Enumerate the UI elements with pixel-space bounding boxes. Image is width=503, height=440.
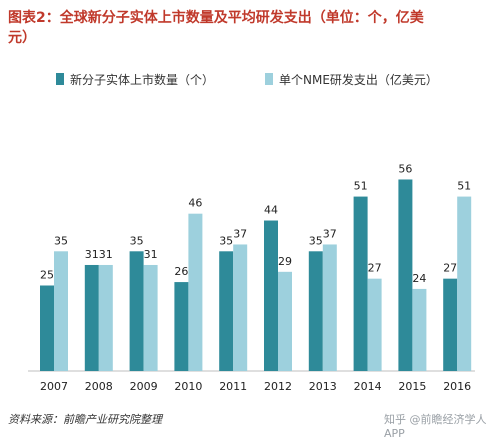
data-label-series-2-2010: 46 xyxy=(188,197,202,210)
data-label-series-1-2007: 25 xyxy=(40,269,54,282)
bar-series-1-2015 xyxy=(398,179,413,371)
x-tick-label-2010: 2010 xyxy=(174,380,202,393)
legend-label-series-2: 单个NME研发支出（亿美元） xyxy=(279,72,438,87)
data-label-series-1-2011: 35 xyxy=(219,234,233,247)
x-tick-label-2012: 2012 xyxy=(264,380,292,393)
data-label-series-1-2009: 35 xyxy=(130,234,144,247)
x-tick-label-2014: 2014 xyxy=(354,380,382,393)
data-label-series-1-2016: 27 xyxy=(443,262,457,275)
bar-series-2-2007 xyxy=(54,251,68,371)
bar-series-1-2008 xyxy=(84,264,99,371)
bar-series-2-2008 xyxy=(98,264,113,371)
bar-series-1-2012 xyxy=(264,220,278,371)
x-tick-label-2013: 2013 xyxy=(309,380,337,393)
x-tick-label-2008: 2008 xyxy=(85,380,113,393)
x-tick-label-2015: 2015 xyxy=(398,380,426,393)
credit-watermark: 知乎 @前瞻经济学人APP xyxy=(384,413,487,440)
data-label-series-1-2008: 31 xyxy=(85,248,99,261)
data-label-series-2-2013: 37 xyxy=(323,227,337,240)
data-label-series-2-2011: 37 xyxy=(233,227,247,240)
bar-series-2-2015 xyxy=(412,288,427,371)
bar-series-2-2012 xyxy=(278,271,292,371)
chart-title-line-1: 图表2：全球新分子实体上市数量及平均研发支出（单位：个，亿美 xyxy=(8,10,424,26)
chart-title-line-2: 元） xyxy=(8,30,36,46)
bar-series-1-2016 xyxy=(443,278,458,371)
bar-series-2-2009 xyxy=(143,264,158,371)
data-label-series-1-2015: 56 xyxy=(398,162,412,175)
data-label-series-2-2007: 35 xyxy=(54,234,68,247)
x-tick-label-2007: 2007 xyxy=(40,380,68,393)
bar-series-2-2014 xyxy=(367,278,382,371)
legend-swatch-series-2 xyxy=(265,73,273,85)
data-label-series-1-2013: 35 xyxy=(309,234,323,247)
bar-series-1-2009 xyxy=(129,251,144,371)
data-label-series-2-2014: 27 xyxy=(368,262,382,275)
bar-series-1-2010 xyxy=(174,282,189,371)
x-tick-label-2009: 2009 xyxy=(130,380,158,393)
data-label-series-1-2012: 44 xyxy=(264,204,278,217)
x-tick-label-2011: 2011 xyxy=(219,380,247,393)
data-label-series-2-2012: 29 xyxy=(278,255,292,268)
bar-series-2-2011 xyxy=(233,244,248,371)
legend-label-series-1: 新分子实体上市数量（个） xyxy=(70,72,214,87)
data-label-series-1-2014: 51 xyxy=(354,180,368,193)
data-label-series-2-2009: 31 xyxy=(144,248,158,261)
data-label-series-1-2010: 26 xyxy=(174,265,188,278)
bar-series-1-2007 xyxy=(40,285,54,371)
data-label-series-2-2016: 51 xyxy=(457,180,471,193)
bar-series-1-2011 xyxy=(219,251,234,371)
legend-swatch-series-1 xyxy=(56,73,64,85)
bar-series-2-2010 xyxy=(188,213,203,371)
bar-series-1-2013 xyxy=(308,251,323,371)
source-note: 资料来源：前瞻产业研究院整理 xyxy=(8,413,162,426)
data-label-series-2-2015: 24 xyxy=(412,272,426,285)
legend: 新分子实体上市数量（个） 单个NME研发支出（亿美元） xyxy=(56,72,438,87)
x-tick-label-2016: 2016 xyxy=(443,380,471,393)
chart-title: 图表2：全球新分子实体上市数量及平均研发支出（单位：个，亿美 元） xyxy=(8,8,488,48)
bar-series-2-2016 xyxy=(457,196,472,371)
bar-series-2-2013 xyxy=(322,244,337,371)
data-label-series-2-2008: 31 xyxy=(99,248,113,261)
bar-series-1-2014 xyxy=(353,196,368,371)
